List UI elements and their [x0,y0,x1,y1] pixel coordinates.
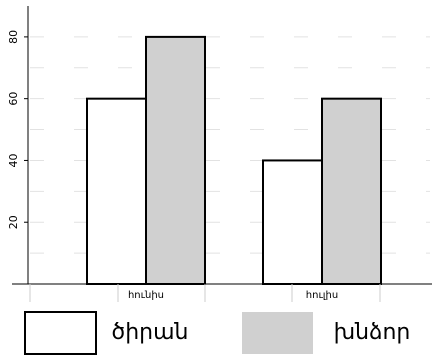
legend-swatch [242,312,313,354]
legend: ծիրան խնձոր [24,311,411,355]
bar-series-1-1 [86,97,147,285]
x-tick-label: հուլիս [306,290,338,301]
legend-swatch [24,311,97,355]
legend-label: ծիրան [112,320,189,345]
y-tick-label: 40 [7,153,20,167]
bar-series-1-2 [262,159,323,285]
bar-series-2-1 [145,35,206,286]
tick-labels: 20 40 60 80 հունիս հուլիս [7,30,381,302]
bar-series-2-2 [321,97,382,285]
legend-label: խնձոր [334,320,411,345]
bars [86,35,382,286]
y-tick-label: 20 [7,215,20,229]
y-tick-label: 80 [7,30,20,44]
x-tick-label: հունիս [128,290,164,301]
y-tick-label: 60 [7,92,20,106]
